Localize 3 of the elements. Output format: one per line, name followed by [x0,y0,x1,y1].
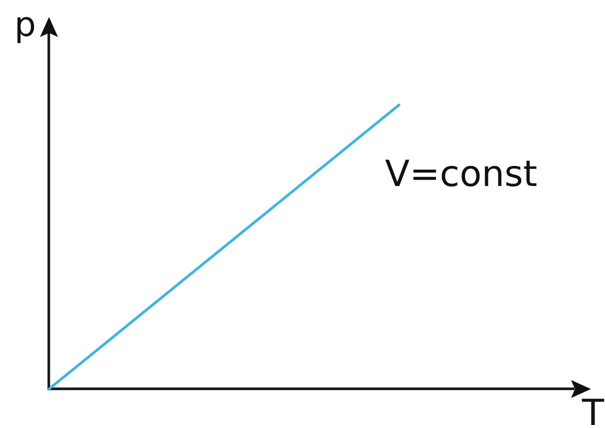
annotation: V=const [385,154,538,195]
y-axis-title: p [14,5,36,45]
x-axis-title: T [581,393,605,428]
